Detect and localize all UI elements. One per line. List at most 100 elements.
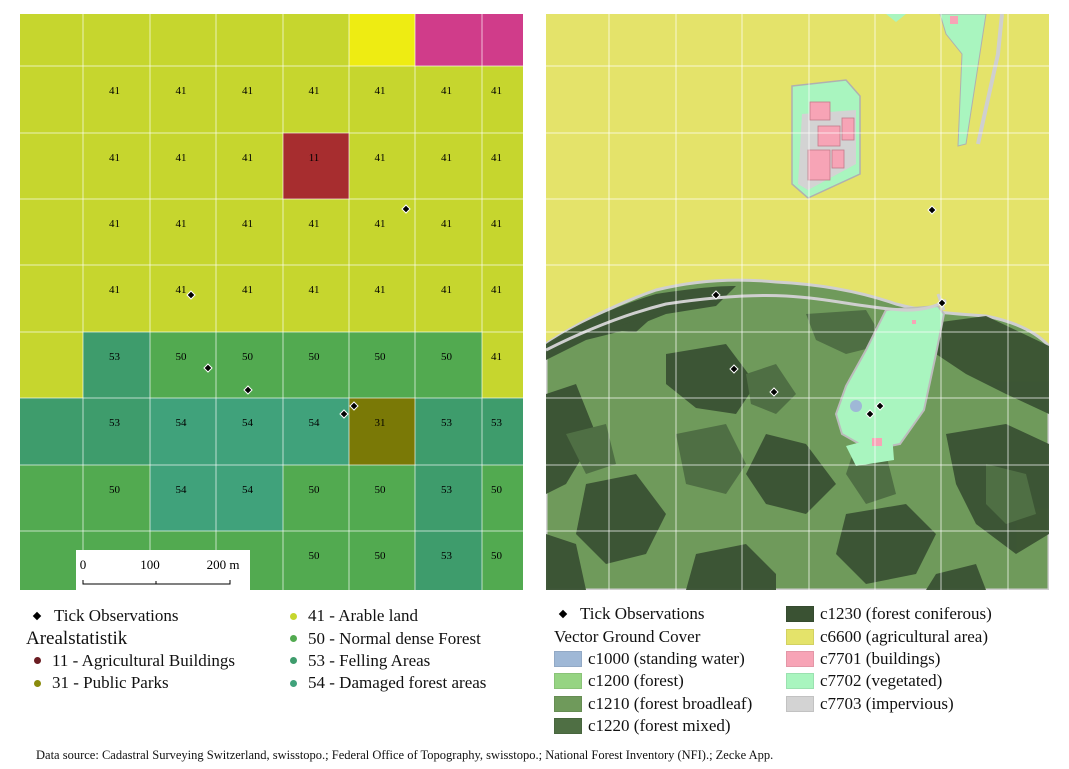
cell-label: 53 <box>441 417 453 429</box>
legend-dot-icon <box>290 612 297 620</box>
tick-observation-marker <box>339 409 349 419</box>
raster-cell <box>20 14 83 66</box>
cell-label: 41 <box>441 284 452 296</box>
tick-observation-marker <box>875 401 885 411</box>
raster-cell <box>349 66 415 133</box>
raster-cell <box>20 133 83 199</box>
legend-item: 11 - Agricultural Buildings <box>20 650 235 672</box>
raster-cell <box>150 398 216 465</box>
legend-label: c1220 (forest mixed) <box>588 716 731 736</box>
legend-label: c7702 (vegetated) <box>820 671 943 691</box>
tick-observation-marker <box>937 298 947 308</box>
raster-cell <box>283 66 349 133</box>
grid-lines <box>20 14 523 590</box>
cell-label: 41 <box>242 284 253 296</box>
legend-item-tick: Tick Observations <box>20 605 235 627</box>
cell-label: 41 <box>242 85 253 97</box>
cell-labels: 41 41 41 41 41 41 41 41 41 41 11 41 41 41 41 41 41 41 41 41… <box>109 85 503 562</box>
cell-label: 41 <box>441 85 452 97</box>
raster-cell <box>83 398 150 465</box>
legend-label: c7701 (buildings) <box>820 648 941 668</box>
scale-bar: 0 100 200 m <box>76 550 250 590</box>
building <box>950 16 958 24</box>
cell-label: 41 <box>441 152 452 164</box>
cell-label: 31 <box>375 417 386 429</box>
legend-label: Tick Observations <box>54 606 179 626</box>
road <box>546 293 947 352</box>
legend-swatch-icon <box>786 628 814 645</box>
raster-cell <box>150 66 216 133</box>
legend-item: 41 - Arable land <box>276 605 486 627</box>
ground-cover-map[interactable] <box>546 14 1049 590</box>
legend-label: 31 - Public Parks <box>52 673 169 693</box>
legend-ground-cover-2: c1230 (forest coniferous) c6600 (agricul… <box>786 603 992 715</box>
road <box>976 14 1004 145</box>
legend-label: 54 - Damaged forest areas <box>308 673 487 693</box>
tick-marker-icon <box>32 611 42 621</box>
raster-cell <box>415 66 482 133</box>
cell-label: 50 <box>441 351 453 363</box>
raster-cell <box>415 332 482 398</box>
legend-label: c6600 (agricultural area) <box>820 626 989 646</box>
legend-label: c1000 (standing water) <box>588 648 745 668</box>
raster-cell <box>482 133 523 199</box>
cell-label: 41 <box>375 218 386 230</box>
tick-observation-marker <box>203 363 213 373</box>
legend-swatch-icon <box>786 606 814 623</box>
standing-water <box>850 400 862 412</box>
building <box>912 320 916 324</box>
legend-item: c1230 (forest coniferous) <box>786 603 992 625</box>
raster-cell <box>349 465 415 531</box>
building <box>872 438 882 446</box>
legend-swatch-icon <box>786 695 814 712</box>
raster-cell <box>482 66 523 133</box>
legend-dot-icon <box>290 679 297 687</box>
cell-label: 50 <box>309 550 321 562</box>
raster-cell <box>482 465 523 531</box>
legend-item: c7703 (impervious) <box>786 693 992 715</box>
raster-cell <box>216 133 283 199</box>
cell-label: 54 <box>309 417 321 429</box>
raster-cell <box>415 14 482 66</box>
cell-label: 41 <box>491 152 502 164</box>
raster-cell <box>216 14 283 66</box>
tick-observation-marker <box>729 364 739 374</box>
legend-ground-cover: Tick Observations Vector Ground Cover c1… <box>546 603 752 737</box>
raster-cell <box>283 332 349 398</box>
cell-label: 53 <box>109 351 121 363</box>
scale-label-0: 0 <box>80 557 87 572</box>
raster-cell <box>83 199 150 265</box>
cell-label: 54 <box>242 484 254 496</box>
cell-label: 54 <box>176 484 188 496</box>
cell-label: 50 <box>375 351 387 363</box>
raster-cell <box>216 199 283 265</box>
legend-swatch-icon <box>786 650 814 667</box>
legend-swatch-icon <box>554 718 582 735</box>
raster-cell <box>83 66 150 133</box>
legend-item: c1000 (standing water) <box>554 648 752 670</box>
legend-label: 41 - Arable land <box>308 606 418 626</box>
tick-observation-marker <box>711 290 721 300</box>
legend-label: c7703 (impervious) <box>820 693 954 713</box>
legend-item: c6600 (agricultural area) <box>786 625 992 647</box>
tick-observation-marker <box>865 409 875 419</box>
legend-label: Tick Observations <box>580 604 705 624</box>
tick-observation-marker <box>349 401 359 411</box>
raster-cell <box>216 398 283 465</box>
cell-label: 41 <box>176 218 187 230</box>
cell-label: 41 <box>491 218 502 230</box>
raster-cell <box>216 66 283 133</box>
raster-cell <box>349 398 415 465</box>
raster-cell <box>216 465 283 531</box>
raster-cell <box>415 265 482 332</box>
arealstatistik-map[interactable]: 41 41 41 41 41 41 41 41 41 41 11 41 41 41 41 41 41 41 41 41… <box>20 14 523 590</box>
cell-label: 50 <box>242 351 254 363</box>
legend-item: 54 - Damaged forest areas <box>276 672 486 694</box>
raster-cell <box>415 398 482 465</box>
cell-label: 41 <box>176 284 187 296</box>
cell-label: 41 <box>491 351 502 363</box>
cell-label: 41 <box>242 152 253 164</box>
legend-label: 53 - Felling Areas <box>308 650 431 670</box>
raster-cell <box>83 465 150 531</box>
cell-label: 41 <box>109 218 120 230</box>
